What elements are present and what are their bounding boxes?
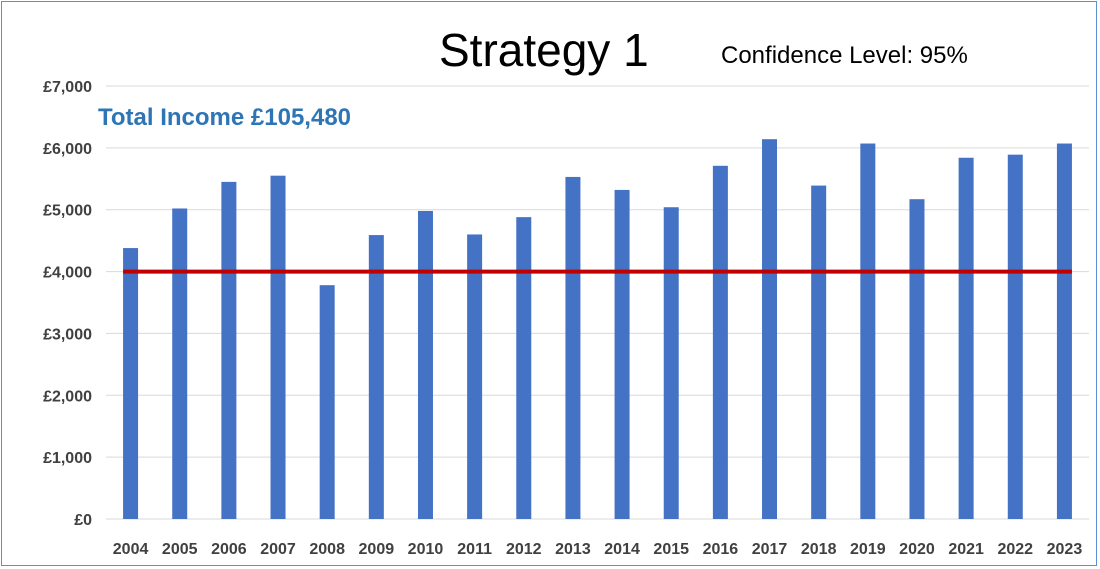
bar	[860, 143, 876, 519]
bar	[811, 185, 827, 519]
bar	[221, 181, 237, 519]
x-tick-label: 2012	[506, 541, 542, 558]
x-tick-label: 2020	[899, 541, 935, 558]
y-tick-label: £5,000	[43, 203, 92, 220]
x-tick-label: 2006	[211, 541, 247, 558]
bar	[270, 175, 286, 519]
x-tick-label: 2014	[604, 541, 640, 558]
x-tick-label: 2023	[1047, 541, 1083, 558]
bar	[712, 165, 728, 519]
x-tick-label: 2009	[359, 541, 395, 558]
y-tick-label: £7,000	[43, 79, 92, 96]
x-tick-label: 2021	[948, 541, 984, 558]
bar	[663, 207, 679, 520]
x-tick-label: 2019	[850, 541, 886, 558]
bar	[909, 199, 925, 519]
x-axis-ticks: 2004 2005 2006 2007 2008 2009 2010 2011 2012 2013…	[113, 541, 1083, 558]
bar	[368, 235, 384, 519]
y-tick-label: £0	[74, 512, 92, 529]
x-tick-label: 2007	[260, 541, 296, 558]
bar	[123, 248, 139, 519]
bar	[417, 210, 433, 520]
x-tick-label: 2015	[653, 541, 689, 558]
bars	[123, 139, 1072, 520]
confidence-level-label: Confidence Level: 95%	[721, 42, 968, 69]
bar	[762, 139, 778, 519]
y-axis-ticks: £0 £1,000 £2,000 £3,000 £4,000 £5,000 £6,000 £7…	[43, 79, 92, 529]
bar	[319, 285, 335, 519]
x-tick-label: 2016	[703, 541, 739, 558]
y-tick-label: £2,000	[43, 388, 92, 405]
x-tick-label: 2008	[309, 541, 345, 558]
x-tick-label: 2010	[408, 541, 444, 558]
x-tick-label: 2013	[555, 541, 591, 558]
bar	[614, 189, 630, 520]
bar	[1056, 143, 1072, 519]
x-tick-label: 2005	[162, 541, 198, 558]
bar	[565, 176, 581, 519]
bar	[172, 208, 188, 519]
x-tick-label: 2017	[752, 541, 788, 558]
y-tick-label: £3,000	[43, 326, 92, 343]
y-tick-label: £6,000	[43, 141, 92, 158]
bar	[958, 157, 974, 520]
x-tick-label: 2004	[113, 541, 149, 558]
y-tick-label: £4,000	[43, 265, 92, 282]
x-tick-label: 2022	[997, 541, 1033, 558]
bar	[467, 234, 483, 519]
x-tick-label: 2011	[457, 541, 492, 558]
chart-title: Strategy 1	[439, 24, 649, 76]
x-tick-label: 2018	[801, 541, 837, 558]
y-tick-label: £1,000	[43, 450, 92, 467]
bar	[1007, 154, 1023, 519]
gridlines	[106, 85, 1089, 520]
total-income-annotation: Total Income £105,480	[98, 104, 351, 131]
bar	[516, 217, 532, 519]
